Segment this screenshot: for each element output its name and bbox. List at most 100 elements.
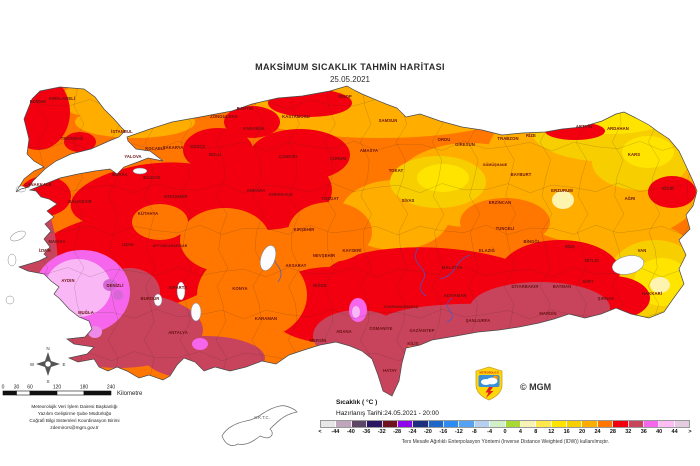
province-label: MARDİN: [539, 311, 556, 316]
legend-tick-label: -20: [423, 429, 432, 435]
legend-tick-label: -28: [393, 429, 402, 435]
province-label: KOCAELİ: [145, 146, 165, 151]
heat-blob: [132, 204, 188, 240]
credit-line: Yazılım Geliştirme Şube Müdürlüğü: [37, 411, 112, 417]
province-label: KASTAMONU: [282, 114, 310, 119]
heat-blob: [650, 277, 670, 293]
heat-blob: [45, 259, 111, 317]
heat-blob: [648, 176, 696, 208]
province-label: SİNOP: [338, 94, 352, 99]
province-label: MANİSA: [48, 239, 65, 244]
province-label: ÇANAKKALE: [24, 182, 52, 187]
legend-tick-label: 12: [548, 429, 555, 435]
legend-tick-label: -12: [454, 429, 463, 435]
legend-color-cell: [659, 421, 675, 427]
province-label: KARS: [628, 152, 640, 157]
province-label: KIRKLARELİ: [49, 96, 75, 101]
legend-color-cell: [459, 421, 475, 427]
heat-blob: [64, 132, 96, 152]
province-label: UŞAK: [122, 242, 134, 247]
legend-color-cell: [413, 421, 429, 427]
province-label: KIRIKKALE: [269, 192, 293, 197]
legend-tick-label: -8: [471, 429, 477, 435]
legend-tick-label: 8: [534, 429, 538, 435]
legend-colorbar: [320, 420, 690, 428]
legend-color-cell: [321, 421, 337, 427]
scale-tick-label: 60: [27, 385, 33, 391]
river: [439, 254, 471, 280]
province-label: EDİRNE: [30, 99, 47, 104]
legend-tick-label: -36: [362, 429, 371, 435]
heat-blob: [460, 198, 550, 246]
credit-line: Meteorolojik Veri İşlem Dairesi Başkanlı…: [31, 404, 118, 409]
legend-color-cell: [582, 421, 598, 427]
scale-tick-label: 180: [80, 385, 89, 391]
legend-tick-label: >: [688, 429, 692, 435]
heat-blob: [180, 208, 270, 272]
compass-east-label: E: [62, 362, 65, 367]
heat-blob: [197, 250, 307, 340]
province-label: DENİZLİ: [107, 283, 124, 288]
province-label: BATMAN: [553, 284, 571, 289]
province-label: BOLU: [209, 152, 221, 157]
legend-color-cell: [428, 421, 444, 427]
river: [415, 247, 427, 297]
province-label: BAYBURT: [511, 172, 532, 177]
province-label: AKSARAY: [285, 263, 306, 268]
cyprus-outline: [221, 405, 298, 446]
legend-color-cell: [597, 421, 614, 427]
scale-bar-segment: [2, 390, 17, 396]
province-label: SAMSUN: [379, 118, 398, 123]
province-label: SİİRT: [582, 279, 594, 284]
legend-tick-label: -24: [408, 429, 417, 435]
province-label: AFYONKARAHİSAR: [153, 244, 188, 248]
legend-tick-label: 16: [563, 429, 570, 435]
province-label: ESKİŞEHİR: [164, 194, 187, 199]
province-label: TUNCELİ: [496, 226, 515, 231]
scale-bar-segment: [83, 390, 112, 396]
legend-tick-label: 40: [656, 429, 663, 435]
scale-bar-segment: [56, 390, 85, 396]
province-label: ORDU: [438, 137, 451, 142]
province-label: BİTLİS: [585, 258, 599, 263]
cyprus-label: K.K.T.C.: [254, 415, 269, 420]
mgm-logo: METEOROLOJİ: [475, 366, 503, 401]
province-label: DİYARBAKIR: [512, 284, 539, 289]
province-label: OSMANİYE: [369, 326, 392, 331]
legend-color-cell: [674, 421, 689, 427]
province-label: TOKAT: [389, 168, 404, 173]
legend-tick-label: 44: [671, 429, 678, 435]
province-label: ANTALYA: [168, 330, 188, 335]
compass-west-label: W: [30, 362, 35, 367]
temperature-legend: Sıcaklık ( °C ) Hazırlanış Tarihi:24.05.…: [318, 399, 692, 445]
scale-unit-label: Kilometre: [117, 391, 143, 397]
province-label: BARTIN: [237, 106, 253, 111]
province-label: KARABÜK: [243, 126, 265, 131]
province-label: AMASYA: [360, 148, 378, 153]
legend-footnote: Ters Mesafe Ağırlıklı Enterpolasyon Yönt…: [401, 439, 610, 445]
lake: [176, 281, 186, 301]
province-label: ANKARA: [247, 188, 266, 193]
legend-color-cell: [351, 421, 368, 427]
legend-prepared-date: Hazırlanış Tarihi:24.05.2021 - 20:00: [336, 410, 439, 417]
province-label: KAHRAMANMARAŞ: [384, 305, 419, 309]
legend-color-cell: [536, 421, 552, 427]
province-label: KONYA: [232, 286, 247, 291]
legend-tick-label: 32: [625, 429, 632, 435]
island: [10, 230, 26, 242]
legend-tick-label: -40: [346, 429, 355, 435]
province-label: BİNGÖL: [524, 239, 541, 244]
heat-blob: [113, 290, 123, 300]
legend-color-cell: [490, 421, 506, 427]
province-label: TRABZON: [497, 136, 518, 141]
legend-tick-label: -4: [487, 429, 493, 435]
legend-tick-label: -44: [331, 429, 340, 435]
compass-south-label: S: [46, 379, 49, 384]
province-label: GİRESUN: [455, 142, 475, 147]
cyprus-inset: K.K.T.C.: [221, 405, 298, 446]
credit-line: Coğrafi Bilgi Sistemleri Koordinasyon Bi…: [29, 418, 120, 424]
